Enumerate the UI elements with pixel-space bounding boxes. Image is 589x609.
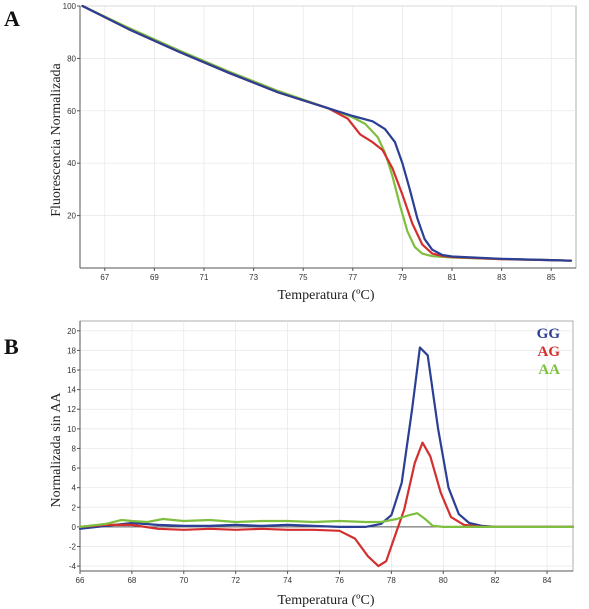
- panel-a-xtick-label-5: 77: [348, 273, 357, 282]
- panel-b-ytick-label-7: 10: [67, 425, 76, 434]
- panel-b-chart: 66 68 70 72 74 76 78 80 82 84-4-20246810121416182…: [67, 320, 575, 585]
- panel-a-ytick-label-4: 100: [63, 2, 77, 11]
- panel-b-ytick-label-12: 20: [67, 327, 76, 336]
- panel-a-ylabel: Fluorescencia Normalizada: [49, 62, 64, 216]
- panel-a-ytick-label-0: 20: [67, 212, 76, 221]
- panel-a-xtick-label-1: 69: [150, 273, 159, 282]
- panel-b-xtick-label-1: 68: [127, 576, 136, 585]
- panel-b-xtick-label-3: 72: [231, 576, 240, 585]
- panel-a-xtick-label-6: 79: [398, 273, 407, 282]
- panel-a-xtick-label-4: 75: [299, 273, 308, 282]
- legend-gg: GG: [537, 326, 561, 342]
- panel-b-xtick-label-7: 80: [439, 576, 448, 585]
- panel-a-series-2-line: [81, 4, 573, 262]
- panel-a-label: A: [4, 6, 20, 31]
- panel-b-ytick-label-11: 18: [67, 346, 76, 355]
- panel-a-xtick-label-0: 67: [100, 273, 109, 282]
- panel-b-xtick-label-4: 74: [283, 576, 292, 585]
- panel-b-ylabel: Normalizada sin AA: [49, 392, 64, 508]
- panel-b-ytick-label-8: 12: [67, 405, 76, 414]
- legend-aa: AA: [538, 362, 560, 378]
- panel-a-plot-area: [79, 5, 577, 269]
- panel-b-series-gg-line: [78, 346, 575, 530]
- panel-a-ytick-label-3: 80: [67, 54, 76, 63]
- panel-b-xtick-label-0: 66: [76, 576, 85, 585]
- panel-b-ytick-label-10: 16: [67, 366, 76, 375]
- panel-a-xtick-label-7: 81: [448, 273, 457, 282]
- panel-b-ytick-label-3: 2: [72, 503, 77, 512]
- panel-b-xtick-label-8: 82: [491, 576, 500, 585]
- panel-a-chart: 67 69 71 73 75 77 79 81 83 85 20 40 60 80 100: [63, 2, 577, 282]
- panel-b-label: B: [4, 334, 19, 359]
- panel-b-ytick-label-1: -2: [69, 542, 77, 551]
- panel-b-ytick-label-2: 0: [72, 523, 77, 532]
- panel-b-ytick-label-5: 6: [72, 464, 77, 473]
- panel-b-ytick-label-0: -4: [69, 562, 77, 571]
- panel-b-xtick-label-9: 84: [543, 576, 552, 585]
- panel-a-ytick-label-1: 40: [67, 159, 76, 168]
- panel-b-plot-area: [79, 320, 574, 572]
- panel-a-xtick-label-9: 85: [547, 273, 556, 282]
- panel-b-xtick-label-5: 76: [335, 576, 344, 585]
- panel-a-ytick-label-2: 60: [67, 107, 76, 116]
- panel-a-xtick-label-8: 83: [497, 273, 506, 282]
- panel-a-xtick-label-3: 73: [249, 273, 258, 282]
- panel-b-xtick-label-2: 70: [179, 576, 188, 585]
- legend-ag: AG: [538, 344, 561, 360]
- panel-b-series-aa-line: [78, 512, 575, 528]
- panel-b-xlabel: Temperatura (ºC): [277, 593, 374, 608]
- panel-a-xtick-label-2: 71: [200, 273, 209, 282]
- panel-a-xlabel: Temperatura (ºC): [277, 288, 374, 303]
- panel-b-ytick-label-4: 4: [72, 484, 77, 493]
- panel-b-ytick-label-9: 14: [67, 386, 76, 395]
- panel-b-ytick-label-6: 8: [72, 444, 77, 453]
- panel-b-xtick-label-6: 78: [387, 576, 396, 585]
